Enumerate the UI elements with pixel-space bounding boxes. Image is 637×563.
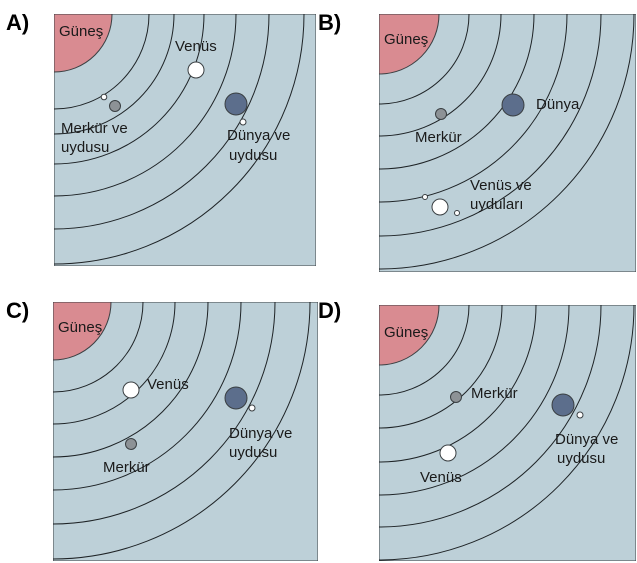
panel-b-diagram: Güneş Merkür Dünya Venüs ve uyduları <box>379 14 636 272</box>
panel-background <box>379 14 636 272</box>
option-letter-c: C) <box>6 298 30 323</box>
mercury-planet <box>450 391 462 403</box>
earth-label-line-1: Dünya ve <box>227 127 290 144</box>
earth-label-line-1: Dünya ve <box>229 425 292 442</box>
sun-label: Güneş <box>59 23 103 40</box>
mercury-label: Merkür <box>471 385 518 402</box>
venus-label: Venüs <box>175 38 217 55</box>
mercury-planet <box>109 100 121 112</box>
option-letter-b: B) <box>318 10 342 35</box>
venus-planet <box>439 444 457 462</box>
venus-moon-2 <box>454 210 460 216</box>
mercury-moon <box>100 93 108 101</box>
earth-moon <box>576 411 584 419</box>
venus-label: Venüs <box>420 469 462 486</box>
mercury-label: Merkür <box>415 129 462 146</box>
venus-label-line-1: Venüs ve <box>470 177 532 194</box>
earth-label-line-2: uydusu <box>229 147 277 164</box>
orbit-lines <box>53 302 311 560</box>
panel-a-diagram: Güneş Venüs Merkür ve uydusu Dünya ve uydu… <box>54 14 316 266</box>
panel-c-diagram: Güneş Venüs Merkür Dünya ve uydusu <box>53 302 318 561</box>
mercury-label-line-1: Merkür <box>415 129 462 146</box>
earth-label-line-1: Dünya ve <box>555 431 618 448</box>
panel-background <box>53 302 318 561</box>
earth-planet <box>224 92 248 116</box>
sun <box>54 14 113 73</box>
orbit-lines <box>379 305 635 561</box>
option-letter-a: A) <box>6 10 30 35</box>
earth-label: Dünya ve uydusu <box>229 425 292 461</box>
earth-label-line-1: Dünya <box>536 96 580 113</box>
earth-planet <box>224 386 248 410</box>
venus-label-line-2: uyduları <box>470 196 523 213</box>
earth-label-line-2: uydusu <box>229 444 277 461</box>
mercury-label-line-2: uydusu <box>61 139 109 156</box>
mercury-label: Merkür ve uydusu <box>61 120 128 156</box>
mercury-label: Merkür <box>103 459 150 476</box>
venus-planet <box>187 61 205 79</box>
mercury-planet <box>435 108 447 120</box>
earth-planet <box>551 393 575 417</box>
sun <box>379 305 440 366</box>
sun-label: Güneş <box>384 31 428 48</box>
mercury-label-line-1: Merkür ve <box>61 120 128 137</box>
earth-label: Dünya <box>536 96 580 113</box>
mercury-planet <box>125 438 137 450</box>
earth-label-line-2: uydusu <box>557 450 605 467</box>
sun-label: Güneş <box>58 319 102 336</box>
earth-label: Dünya ve uydusu <box>227 127 290 164</box>
sun <box>379 14 440 75</box>
venus-planet <box>431 198 449 216</box>
panel-d-diagram: Güneş Merkür Venüs Dünya ve uydusu <box>379 305 636 561</box>
earth-moon <box>248 404 256 412</box>
orbit-lines <box>379 14 635 270</box>
earth-planet <box>501 93 525 117</box>
sun-label: Güneş <box>384 324 428 341</box>
venus-label: Venüs ve uyduları <box>470 177 532 213</box>
sun <box>53 302 112 361</box>
orbit-lines <box>54 14 305 265</box>
earth-moon <box>239 118 247 126</box>
option-letter-d: D) <box>318 298 342 323</box>
earth-label: Dünya ve uydusu <box>555 431 618 467</box>
venus-moon-1 <box>422 194 428 200</box>
venus-planet <box>122 381 140 399</box>
venus-label: Venüs <box>147 376 189 393</box>
